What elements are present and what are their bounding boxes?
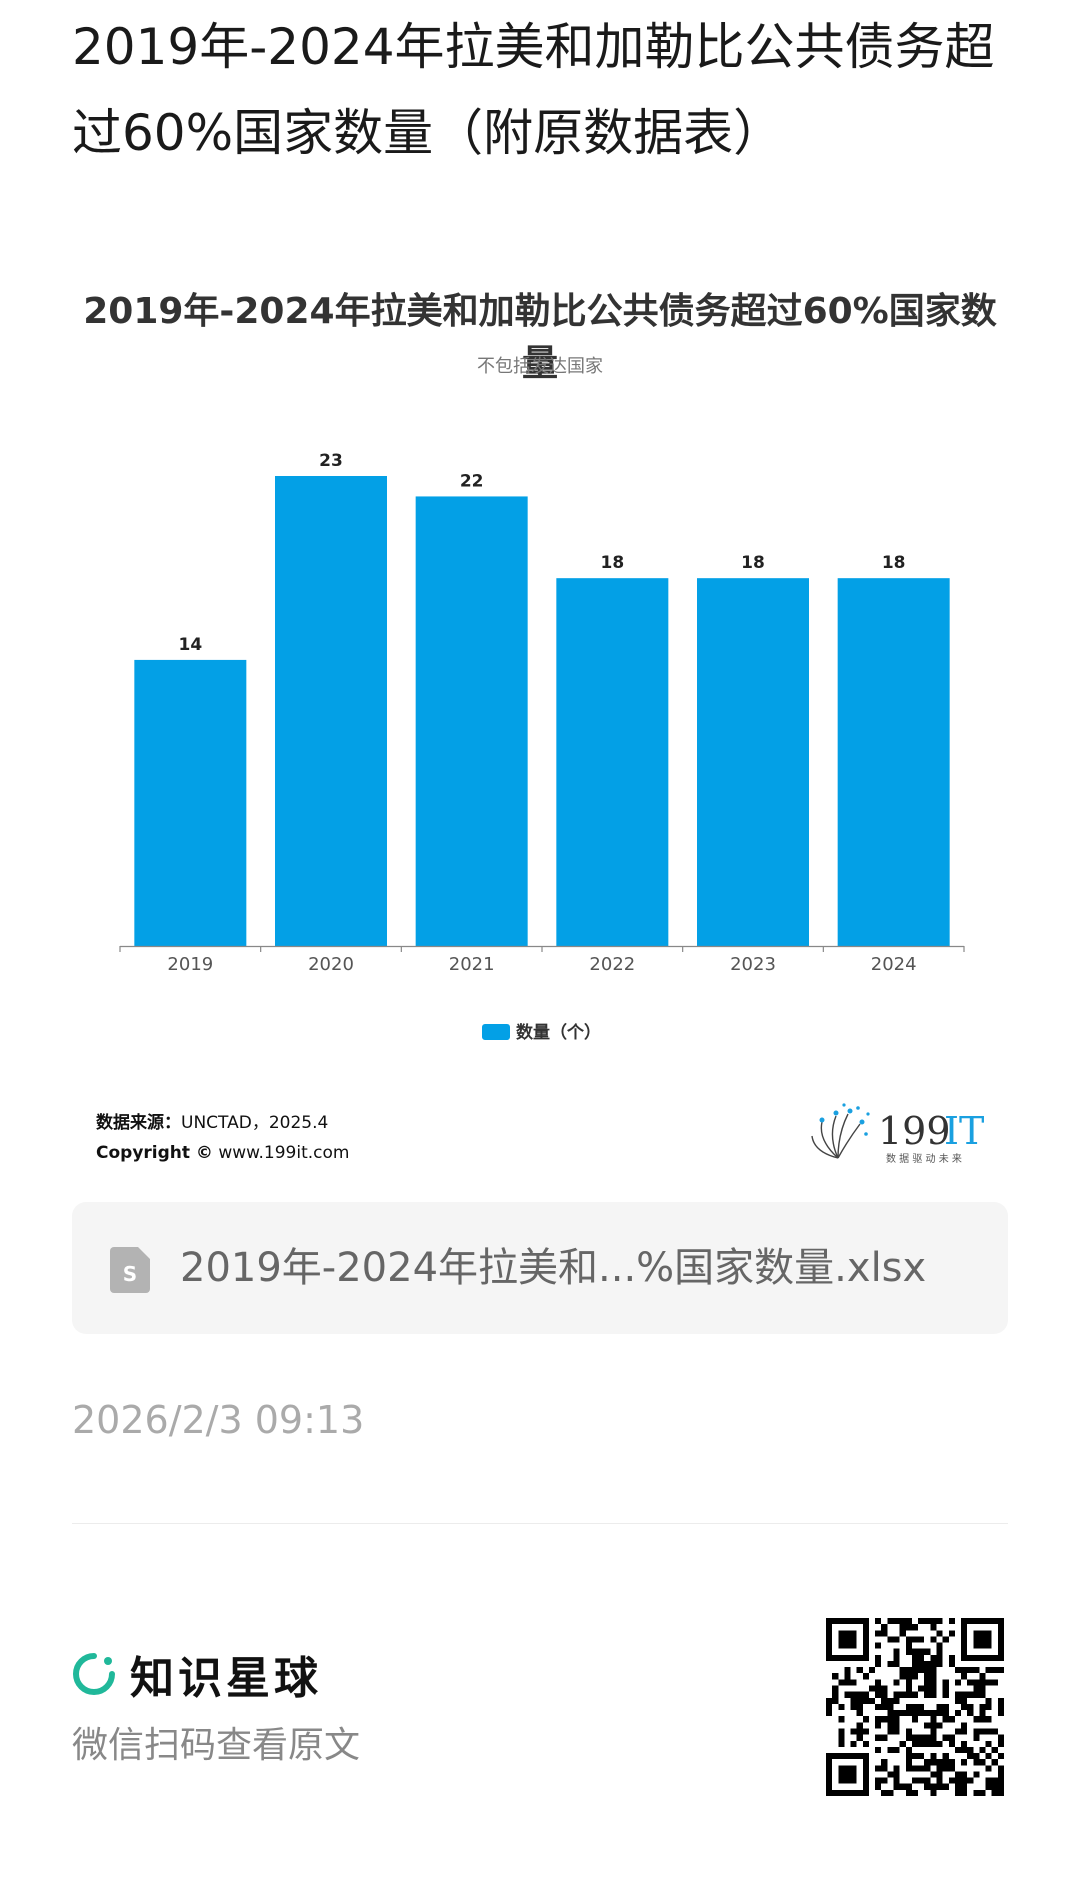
- divider: [72, 1523, 1008, 1524]
- source-label: 数据来源：: [96, 1113, 181, 1133]
- bar-2023: [697, 578, 809, 946]
- spreadsheet-icon: S: [110, 1247, 150, 1293]
- bar-2022: [556, 578, 669, 946]
- x-tick-label-2020: 2020: [308, 954, 354, 975]
- post-timestamp: 2026/2/3 09:13: [72, 1398, 365, 1442]
- x-tick-label-2019: 2019: [167, 954, 213, 975]
- legend-label: 数量（个）: [516, 1022, 601, 1043]
- legend-swatch: [482, 1024, 510, 1040]
- brand-it: IT: [944, 1109, 984, 1153]
- bar-2021: [415, 496, 528, 946]
- dandelion-icon: [811, 1113, 861, 1159]
- x-tick-label-2024: 2024: [871, 954, 917, 975]
- copyright-label: Copyright ©: [96, 1143, 213, 1163]
- svg-text:S: S: [123, 1262, 137, 1286]
- bar-2019: [134, 659, 247, 946]
- data-label-2024: 18: [882, 553, 906, 573]
- chart-title: 2019年-2024年拉美和加勒比公共债务超过60%国家数量: [83, 291, 997, 384]
- data-label-2023: 18: [741, 553, 765, 573]
- data-source: 数据来源：UNCTAD，2025.4 Copyright © www.199it…: [96, 1108, 349, 1168]
- x-tick-label-2022: 2022: [589, 954, 635, 975]
- data-label-2021: 22: [460, 471, 484, 491]
- chart-container: 2019年-2024年拉美和加勒比公共债务超过60%国家数量 不包括发达国家 1…: [72, 270, 1008, 1190]
- zsxq-ring-icon: [73, 1653, 115, 1695]
- scan-hint: 微信扫码查看原文: [72, 1725, 361, 1766]
- source-value: UNCTAD，2025.4: [181, 1113, 329, 1133]
- zsxq-logo: 知识星球: [72, 1648, 322, 1704]
- bar-2024: [837, 578, 950, 946]
- bar-2020: [275, 476, 387, 946]
- bar-chart: 14 2019 23 2020 22 2021 18 2022 18 2023 18 2024 数量（个…: [119, 451, 965, 1043]
- brand-logo: 199 IT 数 据 驱 动 未 来: [811, 1103, 984, 1165]
- app-name: 知识星球: [130, 1653, 322, 1704]
- brand-digits: 199: [878, 1109, 951, 1153]
- x-tick-label-2023: 2023: [730, 954, 776, 975]
- data-label-2019: 14: [178, 635, 202, 655]
- page-title: 2019年-2024年拉美和加勒比公共债务超过60%国家数量（附原数据表）: [72, 18, 995, 162]
- qr-code[interactable]: [826, 1618, 1004, 1796]
- chart-subtitle: 不包括发达国家: [477, 356, 603, 377]
- data-label-2022: 18: [600, 553, 624, 573]
- brand-tagline: 数 据 驱 动 未 来: [886, 1152, 962, 1165]
- attachment-card[interactable]: S 2019年-2024年拉美和...%国家数量.xlsx: [72, 1202, 1008, 1334]
- x-tick-label-2021: 2021: [449, 954, 495, 975]
- copyright-value: www.199it.com: [212, 1143, 350, 1163]
- data-label-2020: 23: [319, 451, 343, 471]
- attachment-file-name[interactable]: 2019年-2024年拉美和...%国家数量.xlsx: [180, 1245, 927, 1291]
